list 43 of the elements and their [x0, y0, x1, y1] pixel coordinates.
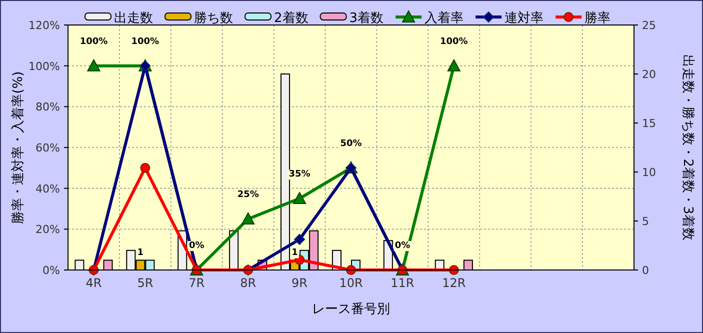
- label: 50%: [339, 138, 363, 149]
- x-tick-label: 9R: [292, 276, 308, 290]
- y2-tick-label: 25: [642, 19, 656, 32]
- x-tick-label: 7R: [188, 276, 205, 290]
- y-tick-label: 20%: [36, 223, 60, 236]
- y-tick-label: 40%: [36, 182, 60, 196]
- label: 35%: [288, 170, 312, 180]
- x-tick-label: 10R: [339, 276, 363, 290]
- point: [293, 192, 306, 204]
- legend-label: 3着数: [349, 10, 384, 26]
- y2-axis-title: 出走数・勝ち数・2着数・3着数: [680, 54, 696, 240]
- legend-label: 2着数: [274, 10, 308, 26]
- label: 1: [290, 248, 299, 258]
- point: [294, 234, 306, 245]
- legend-label: 勝ち数: [194, 11, 233, 26]
- x-tick-label: 4R: [86, 276, 102, 290]
- y-tick-label: 60%: [36, 142, 60, 154]
- legend-label: 連対率: [504, 10, 544, 26]
- point: [447, 59, 460, 72]
- point: [242, 212, 255, 224]
- label: 100%: [439, 36, 469, 47]
- y2-tick-label: 5: [642, 215, 649, 228]
- y-tick-label: 0%: [42, 264, 60, 277]
- legend-label: 出走数: [114, 11, 153, 26]
- y-tick-label: 120%: [28, 19, 60, 32]
- y-axis-title: 勝率・連対率・入着率(%): [10, 71, 26, 224]
- y2-tick-label: 20: [642, 68, 656, 81]
- point: [140, 162, 150, 173]
- y-tick-label: 100%: [28, 60, 60, 73]
- x-tick-label: 12R: [442, 276, 466, 290]
- label: 0%: [394, 241, 412, 251]
- legend-label: 勝率: [584, 10, 611, 26]
- x-axis-title: レース番号別: [312, 302, 390, 317]
- label: 0%: [188, 241, 206, 251]
- x-tick-label: 11R: [390, 276, 414, 290]
- y2-tick-label: 0: [642, 264, 649, 277]
- y-tick-label: 80%: [36, 100, 60, 114]
- x-tick-label: 8R: [240, 276, 256, 290]
- legend-label: 入着率: [424, 10, 464, 26]
- y2-tick-label: 10: [642, 166, 656, 179]
- y2-tick-label: 15: [642, 117, 656, 130]
- x-tick-label: 5R: [137, 276, 154, 290]
- point: [87, 59, 100, 72]
